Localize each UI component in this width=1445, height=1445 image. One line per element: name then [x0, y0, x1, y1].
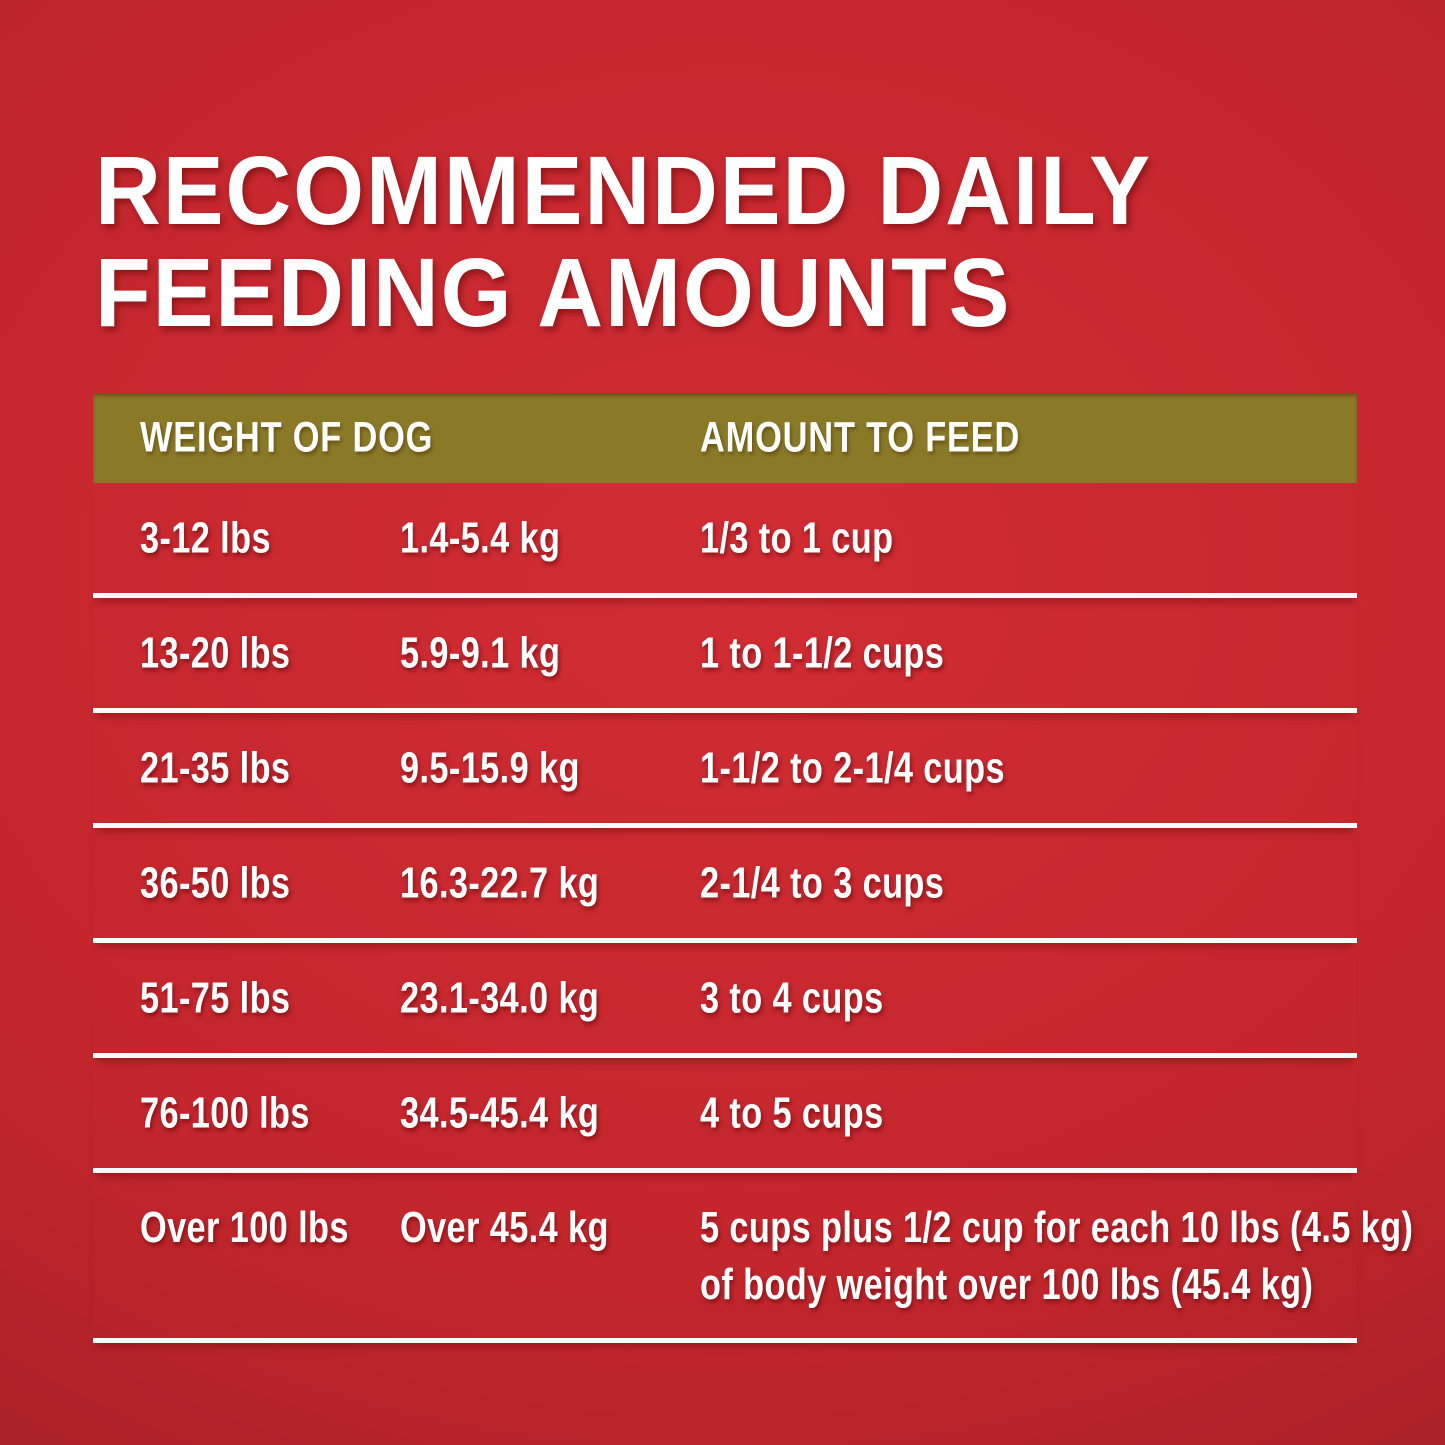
cell-weight-kg: 9.5-15.9 kg: [400, 743, 580, 793]
header-weight-label: WEIGHT OF DOG: [140, 413, 434, 462]
cell-amount: 1/3 to 1 cup: [700, 513, 894, 563]
cell-amount: 1 to 1-1/2 cups: [700, 628, 945, 678]
page-title: RECOMMENDED DAILY FEEDING AMOUNTS: [95, 140, 1219, 344]
cell-weight-kg: Over 45.4 kg: [400, 1203, 609, 1252]
cell-amount: 5 cups plus 1/2 cup for each 10 lbs (4.5…: [700, 1203, 1414, 1309]
table-row: 51-75 lbs 23.1-34.0 kg 3 to 4 cups: [93, 943, 1357, 1058]
cell-amount: 2-1/4 to 3 cups: [700, 858, 945, 908]
cell-amount: 3 to 4 cups: [700, 973, 884, 1023]
page-title-text: RECOMMENDED DAILY FEEDING AMOUNTS: [95, 136, 1152, 347]
table-rows: 3-12 lbs 1.4-5.4 kg 1/3 to 1 cup 13-20 l…: [93, 483, 1413, 1343]
cell-amount: 1-1/2 to 2-1/4 cups: [700, 743, 1005, 793]
table-row: Over 100 lbs Over 45.4 kg 5 cups plus 1/…: [93, 1173, 1413, 1343]
cell-weight-lbs: Over 100 lbs: [140, 1203, 349, 1252]
table-row: 3-12 lbs 1.4-5.4 kg 1/3 to 1 cup: [93, 483, 1357, 598]
table-header-bar: WEIGHT OF DOG AMOUNT TO FEED: [93, 393, 1357, 483]
cell-weight-lbs: 13-20 lbs: [140, 628, 291, 678]
feeding-table: WEIGHT OF DOG AMOUNT TO FEED 3-12 lbs 1.…: [93, 393, 1413, 1343]
cell-weight-lbs: 3-12 lbs: [140, 513, 271, 563]
table-row: 76-100 lbs 34.5-45.4 kg 4 to 5 cups: [93, 1058, 1357, 1173]
cell-weight-kg: 23.1-34.0 kg: [400, 973, 600, 1023]
cell-weight-kg: 1.4-5.4 kg: [400, 513, 561, 563]
cell-weight-lbs: 21-35 lbs: [140, 743, 291, 793]
cell-weight-lbs: 36-50 lbs: [140, 858, 291, 908]
cell-weight-lbs: 76-100 lbs: [140, 1088, 310, 1138]
header-amount-label: AMOUNT TO FEED: [700, 413, 1021, 462]
table-row: 21-35 lbs 9.5-15.9 kg 1-1/2 to 2-1/4 cup…: [93, 713, 1357, 828]
cell-weight-kg: 34.5-45.4 kg: [400, 1088, 600, 1138]
cell-weight-kg: 5.9-9.1 kg: [400, 628, 561, 678]
cell-weight-kg: 16.3-22.7 kg: [400, 858, 600, 908]
cell-amount: 4 to 5 cups: [700, 1088, 884, 1138]
table-row: 36-50 lbs 16.3-22.7 kg 2-1/4 to 3 cups: [93, 828, 1357, 943]
table-row: 13-20 lbs 5.9-9.1 kg 1 to 1-1/2 cups: [93, 598, 1357, 713]
cell-weight-lbs: 51-75 lbs: [140, 973, 291, 1023]
